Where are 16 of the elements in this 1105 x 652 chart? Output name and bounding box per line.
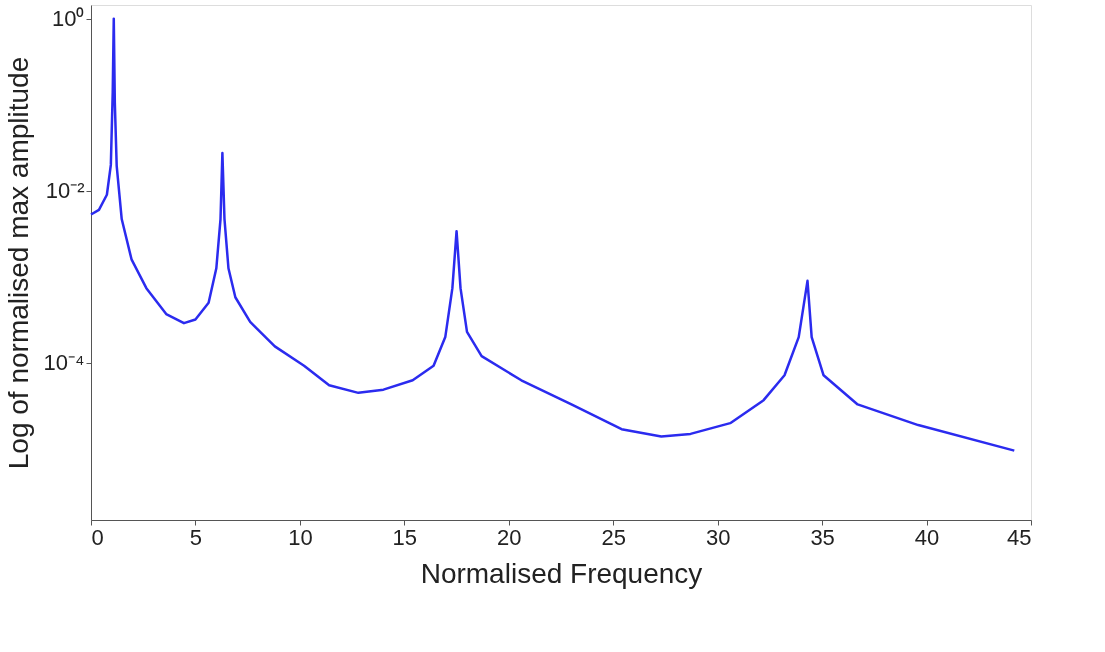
x-tick-label: 10 — [288, 524, 313, 550]
x-tick-label: 15 — [392, 524, 418, 550]
y-tick-label: 10⁻² — [45, 178, 85, 204]
line-series — [89, 17, 1016, 452]
x-tick-label: 5 — [189, 524, 203, 550]
y-tick-label: 10⁻⁴ — [43, 350, 85, 376]
y-tick-label: 10⁰ — [52, 6, 85, 32]
x-tick-label: 40 — [914, 524, 940, 550]
x-tick-label: 0 — [91, 524, 104, 550]
x-tick-label: 20 — [497, 524, 522, 550]
x-tick-label: 25 — [601, 524, 626, 550]
x-axis-title: Normalised Frequency — [420, 557, 703, 589]
x-tick-label: 35 — [810, 524, 835, 550]
x-tick-label: 45 — [1007, 524, 1032, 550]
x-tick-label: 30 — [705, 524, 731, 550]
y-axis-title: Log of normalised max amplitude — [2, 56, 34, 470]
